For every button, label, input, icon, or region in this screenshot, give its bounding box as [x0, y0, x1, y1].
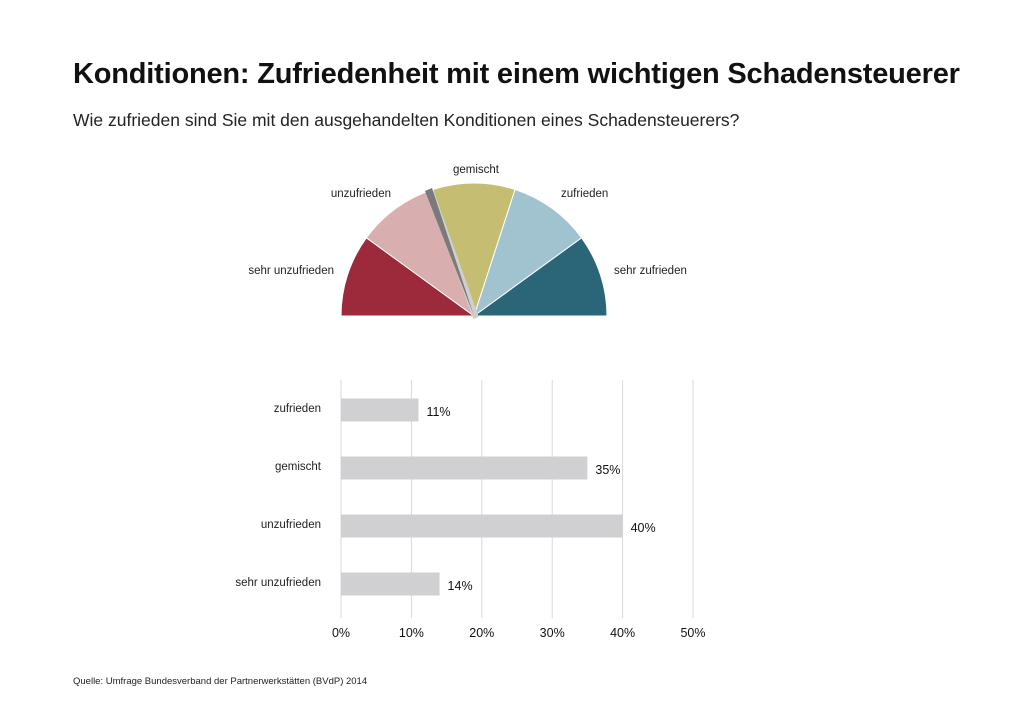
- gauge-segment-label: sehr unzufrieden: [248, 265, 334, 277]
- satisfaction-gauge: sehr unzufrieden unzufrieden gemischt zufri…: [248, 164, 687, 320]
- bar: [341, 572, 440, 596]
- bar: [341, 514, 623, 538]
- bar-value-label: 14%: [448, 579, 473, 593]
- gauge-needle: [425, 188, 474, 316]
- y-category-label: sehr unzufrieden: [235, 577, 321, 589]
- x-tick-label: 50%: [680, 626, 705, 640]
- y-category-label: zufrieden: [274, 403, 321, 415]
- gauge-segment: [472, 237, 608, 317]
- bar-value-label: 40%: [631, 521, 656, 535]
- gauge-segment-label: zufrieden: [561, 188, 608, 200]
- gauge-segment-label: sehr zufrieden: [614, 265, 687, 277]
- x-tick-label: 20%: [469, 626, 494, 640]
- gauge-segment-label: unzufrieden: [331, 188, 391, 200]
- gauge-segment: [340, 237, 476, 317]
- page-subtitle: Wie zufrieden sind Sie mit den ausgehand…: [73, 110, 740, 130]
- gauge-segment-label: gemischt: [453, 164, 500, 176]
- x-tick-label: 10%: [399, 626, 424, 640]
- gauge-segment: [432, 182, 516, 318]
- bar-value-label: 35%: [595, 463, 620, 477]
- x-tick-label: 30%: [540, 626, 565, 640]
- x-tick-label: 0%: [332, 626, 350, 640]
- bar: [341, 456, 588, 480]
- y-category-label: gemischt: [275, 461, 322, 473]
- x-tick-label: 40%: [610, 626, 635, 640]
- y-category-label: unzufrieden: [261, 519, 321, 531]
- gauge-segment: [473, 188, 583, 318]
- bar: [341, 398, 419, 422]
- bar-value-label: 11%: [426, 405, 450, 419]
- page-title: Konditionen: Zufriedenheit mit einem wic…: [73, 58, 960, 90]
- source-note: Quelle: Umfrage Bundesverband der Partne…: [73, 676, 368, 687]
